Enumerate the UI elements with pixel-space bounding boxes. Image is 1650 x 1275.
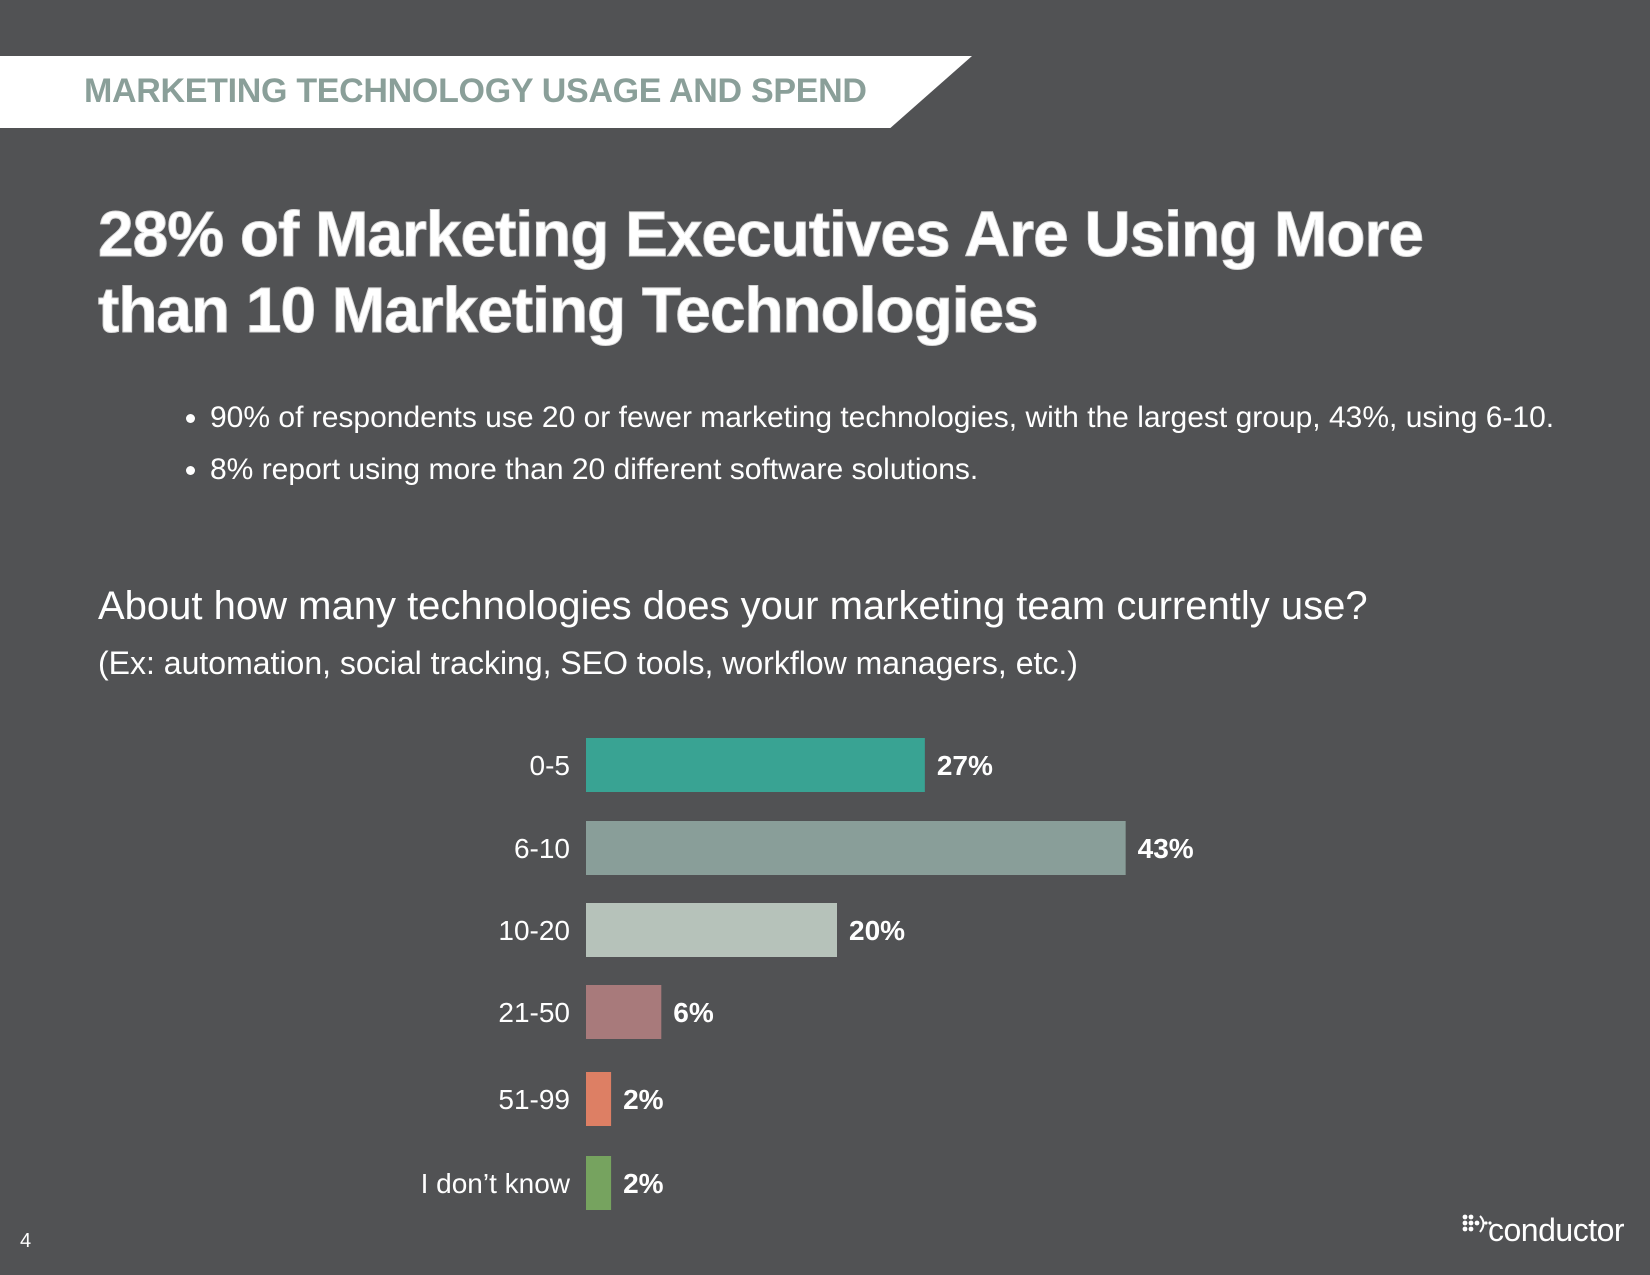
headline-line-1: 28% of Marketing Executives Are Using Mo… xyxy=(98,198,1425,271)
value-label: 2% xyxy=(623,1168,664,1199)
section-banner: MARKETING TECHNOLOGY USAGE AND SPEND xyxy=(0,56,972,128)
value-label: 20% xyxy=(849,915,905,946)
category-label: 0-5 xyxy=(530,750,570,781)
category-label: 10-20 xyxy=(498,915,570,946)
bullet-item: 90% of respondents use 20 or fewer marke… xyxy=(210,398,1590,438)
survey-question: About how many technologies does your ma… xyxy=(98,584,1368,628)
key-findings-list: 90% of respondents use 20 or fewer marke… xyxy=(170,398,1590,502)
section-title: MARKETING TECHNOLOGY USAGE AND SPEND xyxy=(84,72,867,110)
logo-dots-icon xyxy=(1462,1214,1492,1233)
bar-4 xyxy=(586,1072,612,1126)
bar-1 xyxy=(586,821,1126,875)
value-label: 43% xyxy=(1138,833,1194,864)
bar-0 xyxy=(586,738,925,792)
bar-3 xyxy=(586,985,662,1039)
bar-5 xyxy=(586,1156,612,1210)
headline-line-2: than 10 Marketing Technologies xyxy=(98,274,1040,347)
value-label: 27% xyxy=(937,750,993,781)
page-headline: 28% of Marketing Executives Are Using Mo… xyxy=(98,196,1578,348)
value-label: 2% xyxy=(623,1084,664,1115)
value-label: 6% xyxy=(673,997,714,1028)
category-label: I don’t know xyxy=(421,1168,571,1199)
category-label: 51-99 xyxy=(498,1084,570,1115)
bullet-item: 8% report using more than 20 different s… xyxy=(210,450,1590,490)
bar-2 xyxy=(586,903,837,957)
page-number: 4 xyxy=(20,1230,32,1252)
survey-question-example: (Ex: automation, social tracking, SEO to… xyxy=(98,645,1078,681)
conductor-logo: conductor xyxy=(1462,1208,1632,1252)
category-label: 6-10 xyxy=(514,833,570,864)
logo-wordmark: conductor xyxy=(1488,1212,1625,1248)
category-label: 21-50 xyxy=(498,997,570,1028)
